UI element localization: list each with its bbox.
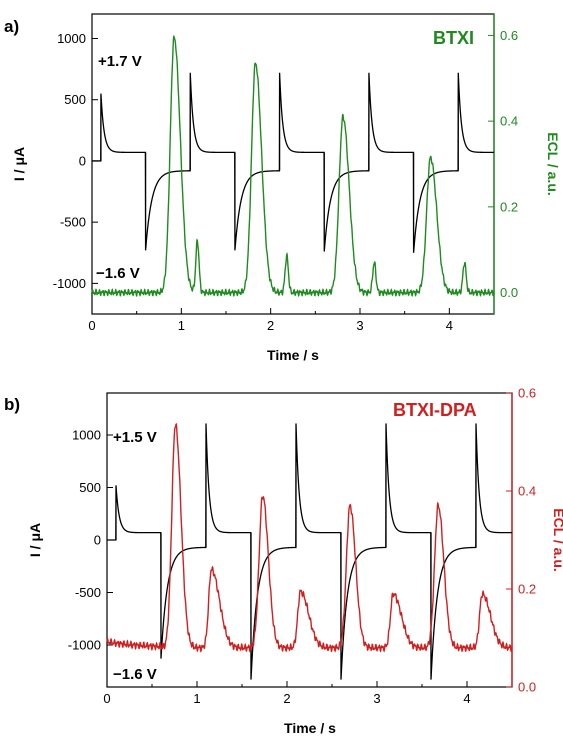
panel-b-ticks: 0 1 2 3 4 -1000 -500 0 500 1000 0.0 0.2 0.4 0.6: [68, 386, 536, 707]
x-tick-label: 1: [193, 691, 200, 706]
right-y-tick-label: 0.0: [500, 285, 518, 300]
left-y-tick-label: 0: [79, 153, 86, 168]
x-tick-label: 2: [283, 691, 290, 706]
panel-a-sample-name: BTXI: [433, 28, 474, 48]
x-tick-label: 0: [103, 691, 110, 706]
x-tick-label: 2: [267, 318, 274, 333]
right-y-tick-label: 0.6: [518, 386, 536, 401]
panel-a-ticks: 0 1 2 3 4 -1000 -500 0 500 1000 0.0 0.2 0.4 0.6: [53, 14, 518, 333]
left-y-tick-label: 1000: [72, 428, 101, 443]
right-y-tick-label: 0.4: [518, 484, 536, 499]
panel-a-upper-potential: +1.7 V: [98, 53, 142, 70]
panel-b: b) 0 1 2 3 4 -1000 -500 0 500 1000 0.0 0.2 0.4 0.6 +1…: [4, 386, 563, 737]
panel-a-right-axis-title: ECL / a.u.: [545, 132, 561, 196]
panel-a: a) 0 1 2 3 4 -1000 -500 0 500 1000 0.0 0.2 0.4 0.6 +1…: [4, 13, 561, 363]
panel-b-frame: [106, 392, 513, 688]
left-y-tick-label: 500: [79, 480, 101, 495]
left-y-tick-label: 0: [94, 533, 101, 548]
right-y-tick-label: 0.4: [500, 114, 518, 129]
left-y-tick-label: -1000: [68, 638, 101, 653]
x-tick-label: 1: [178, 318, 185, 333]
right-y-tick-label: 0.6: [500, 28, 518, 43]
panel-b-current-line: [107, 423, 512, 680]
right-y-tick-label: 0.2: [500, 199, 518, 214]
x-tick-label: 3: [356, 318, 363, 333]
right-y-tick-label: 0.0: [518, 680, 536, 695]
left-y-tick-label: -1000: [53, 276, 86, 291]
panel-a-x-axis-title: Time / s: [267, 347, 319, 363]
panel-a-left-axis-title: I / μA: [11, 147, 27, 181]
panel-b-left-axis-title: I / μA: [27, 523, 43, 557]
x-tick-label: 4: [446, 318, 453, 333]
panel-b-x-axis-title: Time / s: [284, 720, 336, 736]
left-y-tick-label: -500: [75, 585, 101, 600]
left-y-tick-label: -500: [60, 215, 86, 230]
x-tick-label: 3: [373, 691, 380, 706]
panel-b-upper-potential: +1.5 V: [113, 429, 157, 446]
panel-b-label: b): [4, 395, 20, 414]
panel-b-lower-potential: −1.6 V: [113, 666, 157, 683]
left-y-tick-label: 1000: [57, 31, 86, 46]
panel-b-right-axis-title: ECL / a.u.: [551, 508, 563, 572]
x-tick-label: 4: [463, 691, 470, 706]
panel-a-ecl-line: [91, 34, 495, 298]
x-tick-label: 0: [88, 318, 95, 333]
panel-a-lower-potential: −1.6 V: [96, 265, 140, 282]
panel-a-frame: [91, 13, 495, 315]
panel-b-sample-name: BTXI-DPA: [393, 400, 477, 420]
panel-b-ecl-line: [106, 422, 513, 653]
left-y-tick-label: 500: [64, 92, 86, 107]
panel-a-current-line: [92, 72, 494, 253]
panel-a-label: a): [4, 17, 19, 36]
right-y-tick-label: 0.2: [518, 582, 536, 597]
